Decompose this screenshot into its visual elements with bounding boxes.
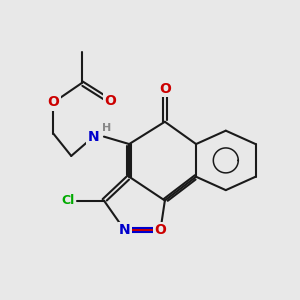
Text: O: O [159, 82, 171, 96]
Text: O: O [154, 223, 166, 237]
Text: O: O [104, 94, 116, 108]
Text: Cl: Cl [61, 194, 75, 207]
Text: O: O [47, 95, 59, 110]
Text: N: N [119, 223, 130, 237]
Text: H: H [102, 123, 112, 133]
Text: N: N [88, 130, 99, 144]
